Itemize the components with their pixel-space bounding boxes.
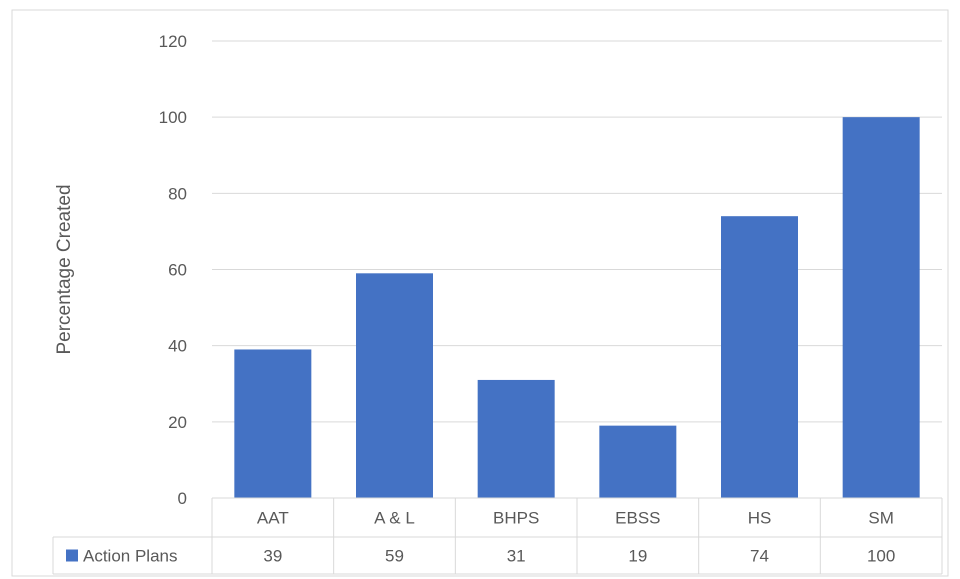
data-label: 59	[385, 547, 404, 566]
x-tick-label: BHPS	[493, 509, 539, 528]
legend-label: Action Plans	[83, 547, 178, 566]
y-tick-label: 60	[168, 261, 187, 280]
chart-border	[11, 9, 949, 577]
bar-ebss	[599, 425, 677, 498]
data-label: 74	[750, 547, 769, 566]
x-tick-label: AAT	[257, 509, 289, 528]
y-tick-label: 80	[168, 184, 187, 203]
legend-swatch	[66, 549, 78, 562]
y-axis-label: Percentage Created	[54, 184, 75, 354]
bar-hs	[721, 216, 798, 498]
bar-sm	[842, 117, 920, 499]
y-tick-label: 0	[178, 489, 187, 508]
y-axis-ticks: 0 20 40 60 80 100 120	[159, 32, 187, 508]
x-tick-label: A & L	[374, 509, 415, 528]
y-tick-label: 20	[168, 413, 187, 432]
y-tick-label: 120	[159, 32, 187, 51]
y-tick-label: 100	[159, 108, 187, 127]
data-label: 31	[507, 547, 526, 566]
x-tick-label: HS	[748, 509, 772, 528]
bar-bhps	[477, 379, 555, 498]
gridlines	[212, 40, 942, 423]
bar-aat	[234, 349, 312, 498]
x-tick-label: EBSS	[615, 509, 660, 528]
data-label: 39	[263, 547, 282, 566]
y-tick-label: 40	[168, 337, 187, 356]
data-label: 19	[628, 547, 647, 566]
bar-a-l	[356, 273, 433, 498]
data-label: 100	[867, 547, 895, 566]
data-table: AAT 39 A & L 59 BHPS 31 EBSS 19 HS 74 SM 100 Action …	[52, 497, 943, 575]
x-tick-label: SM	[868, 509, 894, 528]
bars	[234, 117, 920, 499]
